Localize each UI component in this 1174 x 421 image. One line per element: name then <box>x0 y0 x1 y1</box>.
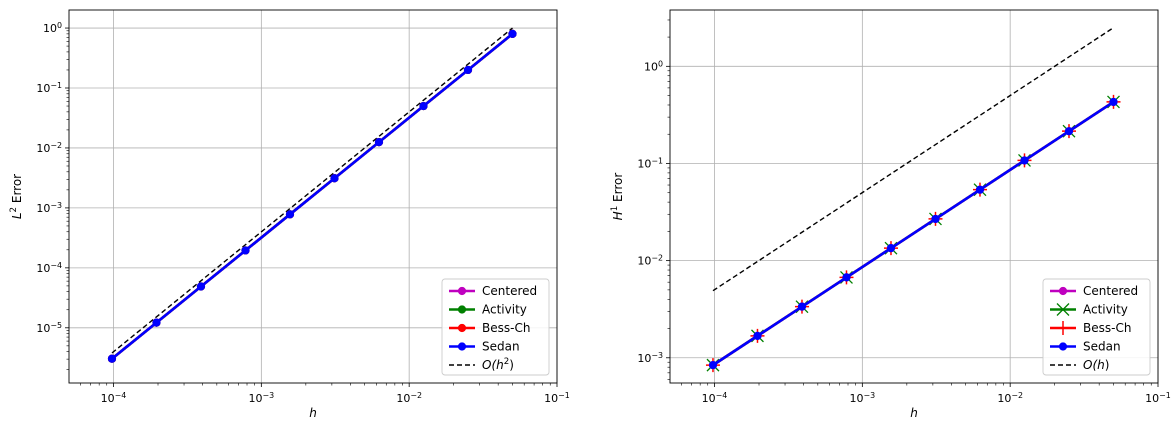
data-point <box>463 65 473 75</box>
data-point <box>107 354 117 363</box>
legend: Centered Activity Bess-Ch Sedan O(h) <box>1042 278 1151 376</box>
data-point <box>886 244 896 253</box>
reference-line <box>712 27 1114 292</box>
series-sedan <box>107 29 517 363</box>
legend-entry: Activity <box>449 303 527 317</box>
x-axis-label: h <box>309 406 317 420</box>
legend-swatch-marker <box>1056 303 1070 316</box>
legend-box <box>1042 278 1151 376</box>
legend-swatch-marker <box>1058 286 1068 296</box>
y-tick-label: 10−5 <box>36 320 62 335</box>
y-tick-label: 10−1 <box>637 156 663 171</box>
y-tick-label: 10−2 <box>637 253 663 268</box>
legend-label: O(h2) <box>482 357 514 372</box>
legend-entry: O(h) <box>1050 358 1109 372</box>
data-point <box>1064 127 1074 136</box>
x-tick-label: 10−4 <box>702 391 728 406</box>
y-tick-label: 100 <box>644 59 663 74</box>
legend-swatch-marker <box>457 305 467 314</box>
y-tick-label: 100 <box>43 21 62 36</box>
data-point <box>1020 156 1029 165</box>
legend-label: Sedan <box>482 340 520 354</box>
legend-label: Centered <box>482 284 537 298</box>
l2-error-chart: 10−4 10−3 10−2 10−1 10−5 10−4 10−3 10−2 10−1 100 h… <box>9 9 570 420</box>
data-point <box>241 246 250 255</box>
legend-label: Activity <box>1083 303 1128 317</box>
legend-entry: Centered <box>449 284 537 298</box>
series-line <box>712 100 1115 367</box>
legend-entry: Centered <box>1050 284 1138 298</box>
x-tick-label: 10−2 <box>997 391 1023 406</box>
x-axis-ticks: 10−4 10−3 10−2 10−1 <box>702 383 1171 405</box>
x-axis-ticks: 10−4 10−3 10−2 10−1 <box>101 383 570 405</box>
y-tick-label: 10−2 <box>36 140 62 155</box>
h1-error-chart: 10−4 10−3 10−2 10−1 10−3 10−2 10−1 100 h H1 Error… <box>610 9 1171 420</box>
data-point <box>975 185 985 194</box>
data-point <box>508 29 517 38</box>
y-axis-label: H1 Error <box>610 173 625 221</box>
data-point <box>842 273 851 282</box>
data-point <box>285 210 295 219</box>
y-axis-label: L2 Error <box>9 174 24 219</box>
legend-swatch-marker <box>457 286 467 296</box>
x-tick-label: 10−3 <box>850 391 876 406</box>
legend-label: Centered <box>1083 284 1138 298</box>
legend-label: Activity <box>482 303 527 317</box>
data-point <box>330 174 339 183</box>
x-tick-label: 10−1 <box>1145 391 1171 406</box>
axes-frame <box>669 9 1159 384</box>
y-tick-label: 10−3 <box>637 350 663 365</box>
x-tick-label: 10−4 <box>101 391 127 406</box>
data-point <box>931 214 940 224</box>
data-point <box>419 101 428 111</box>
legend-entry: Sedan <box>449 340 520 354</box>
legend-label: O(h) <box>1083 358 1109 372</box>
reference-line <box>111 27 513 354</box>
data-point <box>1109 97 1118 107</box>
data-point <box>196 282 206 291</box>
data-point <box>797 302 807 311</box>
legend-label: Bess-Ch <box>482 321 530 335</box>
plot-area <box>107 27 517 363</box>
series-sedan <box>708 97 1118 370</box>
data-point <box>152 318 161 327</box>
y-axis-ticks: 10−5 10−4 10−3 10−2 10−1 100 <box>36 21 69 335</box>
axes-frame <box>68 9 558 384</box>
legend: Centered Activity Bess-Ch Sedan O(h2) <box>441 278 550 376</box>
y-tick-label: 10−3 <box>36 200 62 215</box>
x-tick-label: 10−3 <box>249 391 275 406</box>
plot-area <box>705 27 1121 373</box>
data-point <box>708 361 718 370</box>
y-tick-label: 10−1 <box>36 80 62 95</box>
x-tick-label: 10−1 <box>544 391 570 406</box>
legend-swatch-marker <box>457 342 467 351</box>
data-point <box>374 138 384 147</box>
legend-swatch-marker <box>1056 321 1070 335</box>
x-axis-label: h <box>910 406 918 420</box>
legend-entry: Activity <box>1050 303 1128 317</box>
legend-entry: Sedan <box>1050 340 1121 354</box>
y-tick-label: 10−4 <box>36 260 62 275</box>
legend-swatch-marker <box>457 323 467 333</box>
data-point <box>753 331 762 340</box>
legend-box <box>441 278 550 376</box>
y-axis-ticks: 10−3 10−2 10−1 100 <box>637 59 670 365</box>
series-line <box>111 32 514 360</box>
x-tick-label: 10−2 <box>396 391 422 406</box>
legend-entry: Bess-Ch <box>1050 321 1131 335</box>
legend-entry: O(h2) <box>449 357 514 372</box>
legend-label: Sedan <box>1083 340 1121 354</box>
legend-label: Bess-Ch <box>1083 321 1131 335</box>
legend-swatch-marker <box>1058 342 1068 351</box>
legend-entry: Bess-Ch <box>449 321 530 335</box>
